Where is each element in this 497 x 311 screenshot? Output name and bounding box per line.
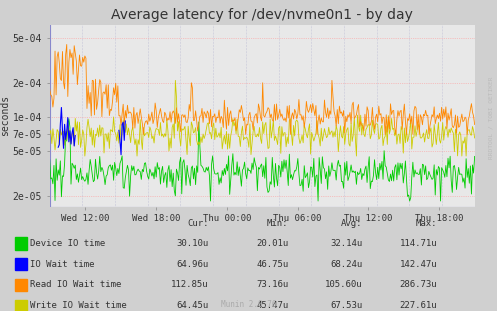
Text: 20.01u: 20.01u (256, 239, 288, 248)
Text: IO Wait time: IO Wait time (30, 260, 94, 269)
Text: RRDTOOL / TOBI OETIKER: RRDTOOL / TOBI OETIKER (489, 77, 494, 160)
Text: 114.71u: 114.71u (400, 239, 437, 248)
Text: 30.10u: 30.10u (176, 239, 209, 248)
Text: Cur:: Cur: (187, 219, 209, 228)
Bar (15, 279, 27, 291)
Title: Average latency for /dev/nvme0n1 - by day: Average latency for /dev/nvme0n1 - by da… (111, 8, 413, 22)
Text: 68.24u: 68.24u (331, 260, 363, 269)
Text: 105.60u: 105.60u (325, 281, 363, 290)
Text: 32.14u: 32.14u (331, 239, 363, 248)
Text: 73.16u: 73.16u (256, 281, 288, 290)
Bar (15, 258, 27, 270)
Text: 64.45u: 64.45u (176, 301, 209, 310)
Y-axis label: seconds: seconds (0, 95, 10, 137)
Bar (15, 299, 27, 311)
Text: 227.61u: 227.61u (400, 301, 437, 310)
Text: 46.75u: 46.75u (256, 260, 288, 269)
Text: 45.47u: 45.47u (256, 301, 288, 310)
Text: Device IO time: Device IO time (30, 239, 105, 248)
Text: 64.96u: 64.96u (176, 260, 209, 269)
Text: 286.73u: 286.73u (400, 281, 437, 290)
Text: Munin 2.0.76: Munin 2.0.76 (221, 299, 276, 309)
Text: Write IO Wait time: Write IO Wait time (30, 301, 127, 310)
Text: Max:: Max: (416, 219, 437, 228)
Text: 112.85u: 112.85u (171, 281, 209, 290)
Text: Min:: Min: (267, 219, 288, 228)
Text: 142.47u: 142.47u (400, 260, 437, 269)
Text: 67.53u: 67.53u (331, 301, 363, 310)
Bar (15, 237, 27, 249)
Text: Read IO Wait time: Read IO Wait time (30, 281, 121, 290)
Text: Avg:: Avg: (341, 219, 363, 228)
